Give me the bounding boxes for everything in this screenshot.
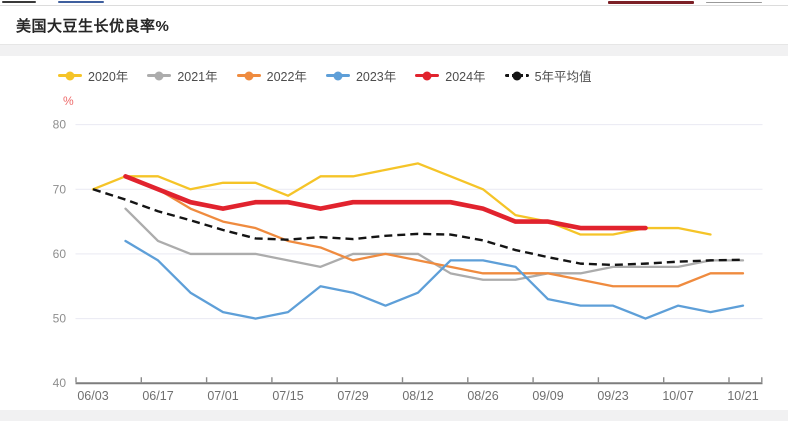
top-edge-artifact: [2, 1, 36, 3]
legend-dot-icon: [422, 71, 432, 80]
legend-item-2023[interactable]: 2023年: [325, 66, 397, 85]
legend-marker-icon: [325, 71, 350, 80]
x-tick-label: 06/03: [77, 389, 108, 403]
legend-label: 2021年: [177, 70, 218, 84]
x-tick-label: 10/21: [727, 389, 758, 403]
x-tick-label: 08/26: [467, 389, 498, 403]
legend-dot-icon: [65, 71, 75, 80]
top-edge-artifact: [58, 1, 104, 3]
y-tick-label: 80: [53, 118, 67, 132]
legend-item-2024[interactable]: 2024年: [415, 66, 486, 85]
y-tick-label: 60: [53, 247, 67, 261]
y-axis-labels: 40 50 60 70 80: [53, 118, 67, 391]
legend-label: 2020年: [88, 70, 129, 84]
x-tick-label: 08/12: [402, 389, 433, 403]
series-line-2023: [124, 239, 745, 320]
series-lines: [91, 162, 745, 320]
legend-item-2021[interactable]: 2021年: [147, 66, 218, 85]
x-tick-label: 07/15: [272, 389, 303, 403]
legend-label: 2024年: [445, 70, 486, 84]
legend-label: 5年平均值: [534, 70, 592, 84]
legend-item-2022[interactable]: 2022年: [236, 66, 307, 85]
legend-item-2020[interactable]: 2020年: [58, 66, 128, 85]
x-axis: [75, 377, 763, 385]
series-line-2020: [91, 162, 712, 236]
series-line-2024: [123, 174, 648, 231]
x-tick-label: 09/23: [597, 389, 628, 403]
legend-marker-icon: [58, 71, 82, 80]
chart-legend: 2020年 2021年 2022年 2023年 2024年 5年平均值: [58, 66, 592, 85]
legend-marker-icon: [504, 71, 529, 80]
x-tick-label: 07/01: [207, 389, 238, 403]
x-tick-label: 09/09: [532, 389, 563, 403]
x-tick-label: 10/07: [662, 389, 693, 403]
legend-marker-icon: [415, 71, 440, 80]
legend-marker-icon: [236, 71, 261, 80]
series-line-2022: [156, 188, 745, 288]
legend-dot-icon: [244, 71, 254, 80]
y-axis-unit-label: %: [63, 94, 74, 108]
chart-card: [0, 56, 788, 410]
legend-label: 2022年: [266, 70, 307, 84]
title-bar: 美国大豆生长优良率%: [0, 6, 788, 45]
top-edge-artifact: [608, 1, 694, 4]
x-tick-label: 07/29: [337, 389, 368, 403]
legend-dot-icon: [512, 71, 522, 80]
page-title: 美国大豆生长优良率%: [16, 17, 170, 35]
top-edge-artifact: [706, 2, 762, 3]
gridlines: [75, 124, 763, 320]
legend-label: 2023年: [355, 70, 397, 84]
y-tick-label: 50: [53, 312, 67, 326]
legend-item-5yr-avg[interactable]: 5年平均值: [504, 66, 592, 85]
legend-marker-icon: [147, 71, 172, 80]
x-axis-labels: 06/03 06/17 07/01 07/15 07/29 08/12 08/26 09/09…: [77, 389, 758, 403]
top-edge-artifact-strip: [0, 0, 788, 6]
x-tick-label: 06/17: [142, 389, 173, 403]
y-tick-label: 70: [53, 182, 67, 196]
legend-dot-icon: [333, 71, 343, 80]
legend-dot-icon: [154, 71, 164, 80]
y-tick-label: 40: [53, 376, 67, 390]
series-line-5yr-avg: [92, 188, 744, 267]
